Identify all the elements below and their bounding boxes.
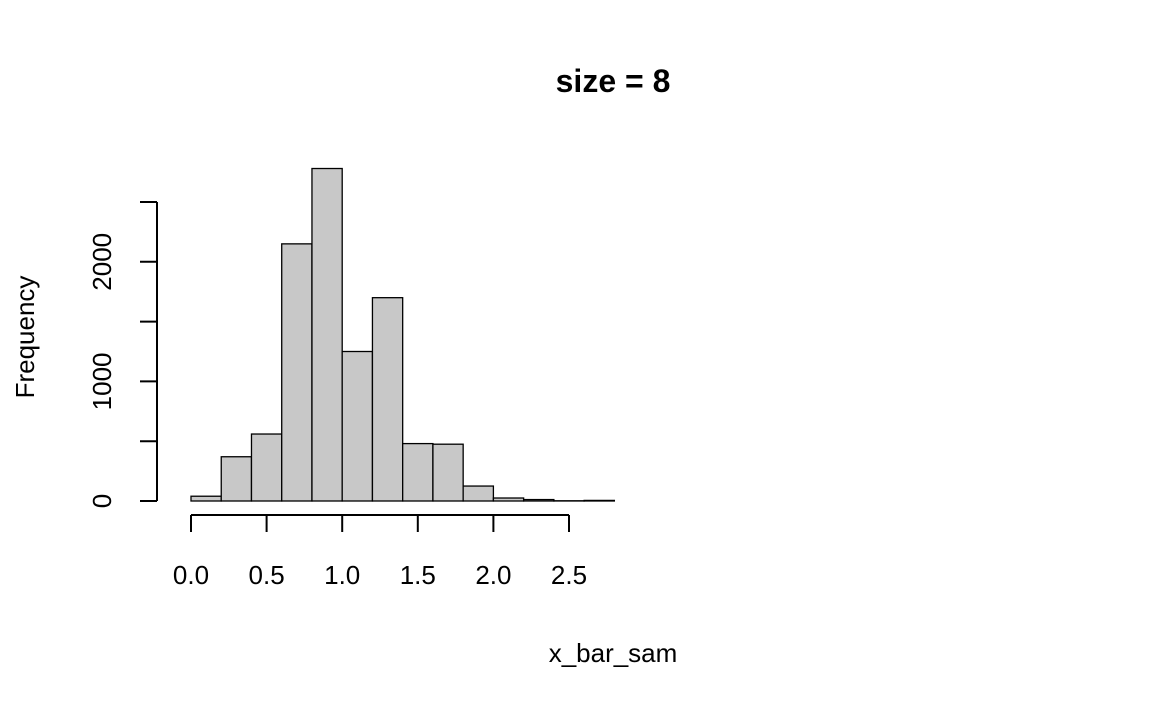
histogram-bar [432,443,464,502]
histogram-bar [281,243,313,502]
y-tick-label: 0 [87,494,117,508]
histogram-bar [220,456,253,502]
histogram-bar [190,495,222,502]
y-tick-label: 2000 [87,233,117,291]
x-tick-label: 1.0 [324,560,360,590]
x-tick-label: 0.5 [249,560,285,590]
histogram-bar [522,498,555,502]
y-axis: 0 1000 2000 [87,201,158,508]
histogram-bar [402,442,434,502]
histogram-bar [371,297,404,502]
histogram-bar [250,433,283,502]
x-axis: 0.0 0.5 1.0 1.5 2.0 2.5 [173,514,587,590]
histogram-bar [583,499,616,502]
histogram-bar [341,350,374,502]
histogram-bar [462,485,495,502]
x-axis-title: x_bar_sam [549,638,678,668]
x-tick-label: 1.5 [400,560,436,590]
y-tick-label: 1000 [87,352,117,410]
chart-title: size = 8 [556,63,671,99]
y-axis-title: Frequency [10,276,40,399]
histogram-bar [492,497,525,502]
bars-layer [190,167,616,502]
x-tick-label: 2.0 [475,560,511,590]
x-tick-label: 0.0 [173,560,209,590]
histogram-bar [311,167,343,502]
x-tick-label: 2.5 [551,560,587,590]
